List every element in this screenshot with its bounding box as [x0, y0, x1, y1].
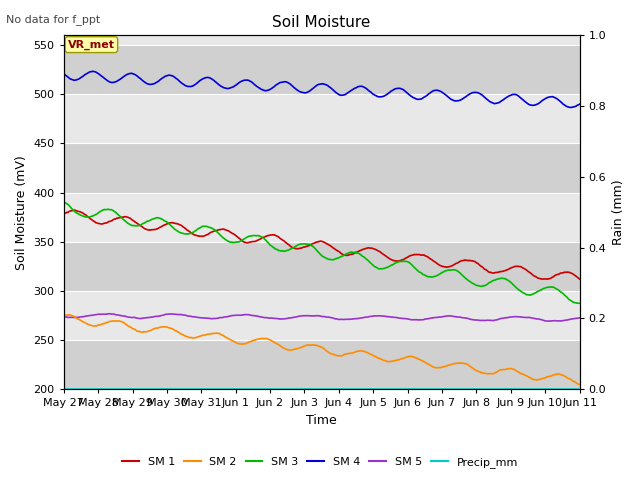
- Bar: [64, 192, 580, 241]
- Bar: [64, 45, 580, 94]
- X-axis label: Time: Time: [307, 414, 337, 427]
- Bar: [64, 340, 580, 389]
- Bar: [64, 94, 580, 144]
- Title: Soil Moisture: Soil Moisture: [273, 15, 371, 30]
- Text: No data for f_ppt: No data for f_ppt: [6, 14, 100, 25]
- Bar: [64, 241, 580, 291]
- Legend: SM 1, SM 2, SM 3, SM 4, SM 5, Precip_mm: SM 1, SM 2, SM 3, SM 4, SM 5, Precip_mm: [118, 452, 522, 472]
- Bar: [64, 144, 580, 192]
- Text: VR_met: VR_met: [68, 39, 115, 50]
- Bar: [64, 291, 580, 340]
- Y-axis label: Soil Moisture (mV): Soil Moisture (mV): [15, 155, 28, 270]
- Y-axis label: Rain (mm): Rain (mm): [612, 180, 625, 245]
